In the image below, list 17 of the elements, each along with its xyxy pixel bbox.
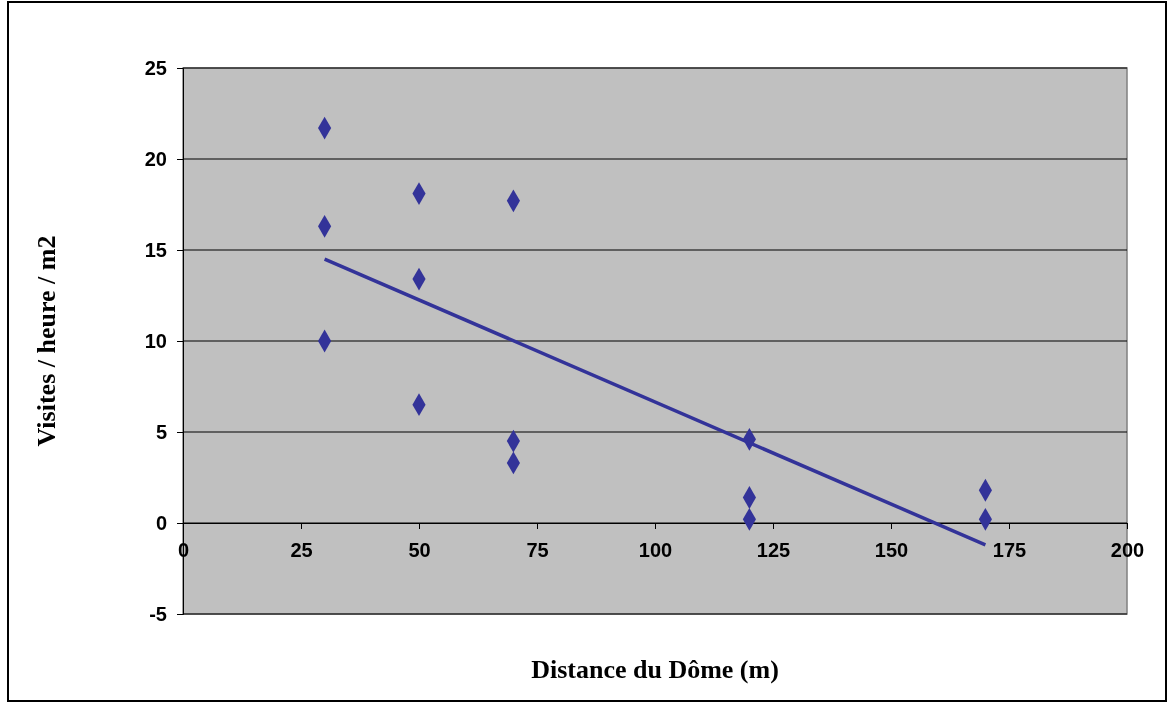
y-tick-label: -5: [149, 602, 167, 625]
x-tick-label: 75: [526, 539, 549, 562]
x-tick-label: 150: [874, 539, 909, 562]
x-tick-label: 125: [756, 539, 791, 562]
x-tick-label: 25: [290, 539, 313, 562]
y-tick-label: 5: [155, 420, 167, 443]
y-axis-title: Visites / heure / m2: [32, 235, 61, 447]
x-tick-label: 100: [638, 539, 673, 562]
y-tick-label: 0: [155, 511, 167, 534]
x-tick-label: 50: [408, 539, 431, 562]
y-tick-label: 20: [144, 147, 167, 170]
x-tick-label: 175: [992, 539, 1027, 562]
y-tick-label: 25: [144, 56, 167, 79]
y-tick-label: 15: [144, 238, 167, 261]
x-tick-label: 200: [1110, 539, 1145, 562]
x-axis-title: Distance du Dôme (m): [531, 655, 779, 684]
y-tick-label: 10: [144, 329, 167, 352]
